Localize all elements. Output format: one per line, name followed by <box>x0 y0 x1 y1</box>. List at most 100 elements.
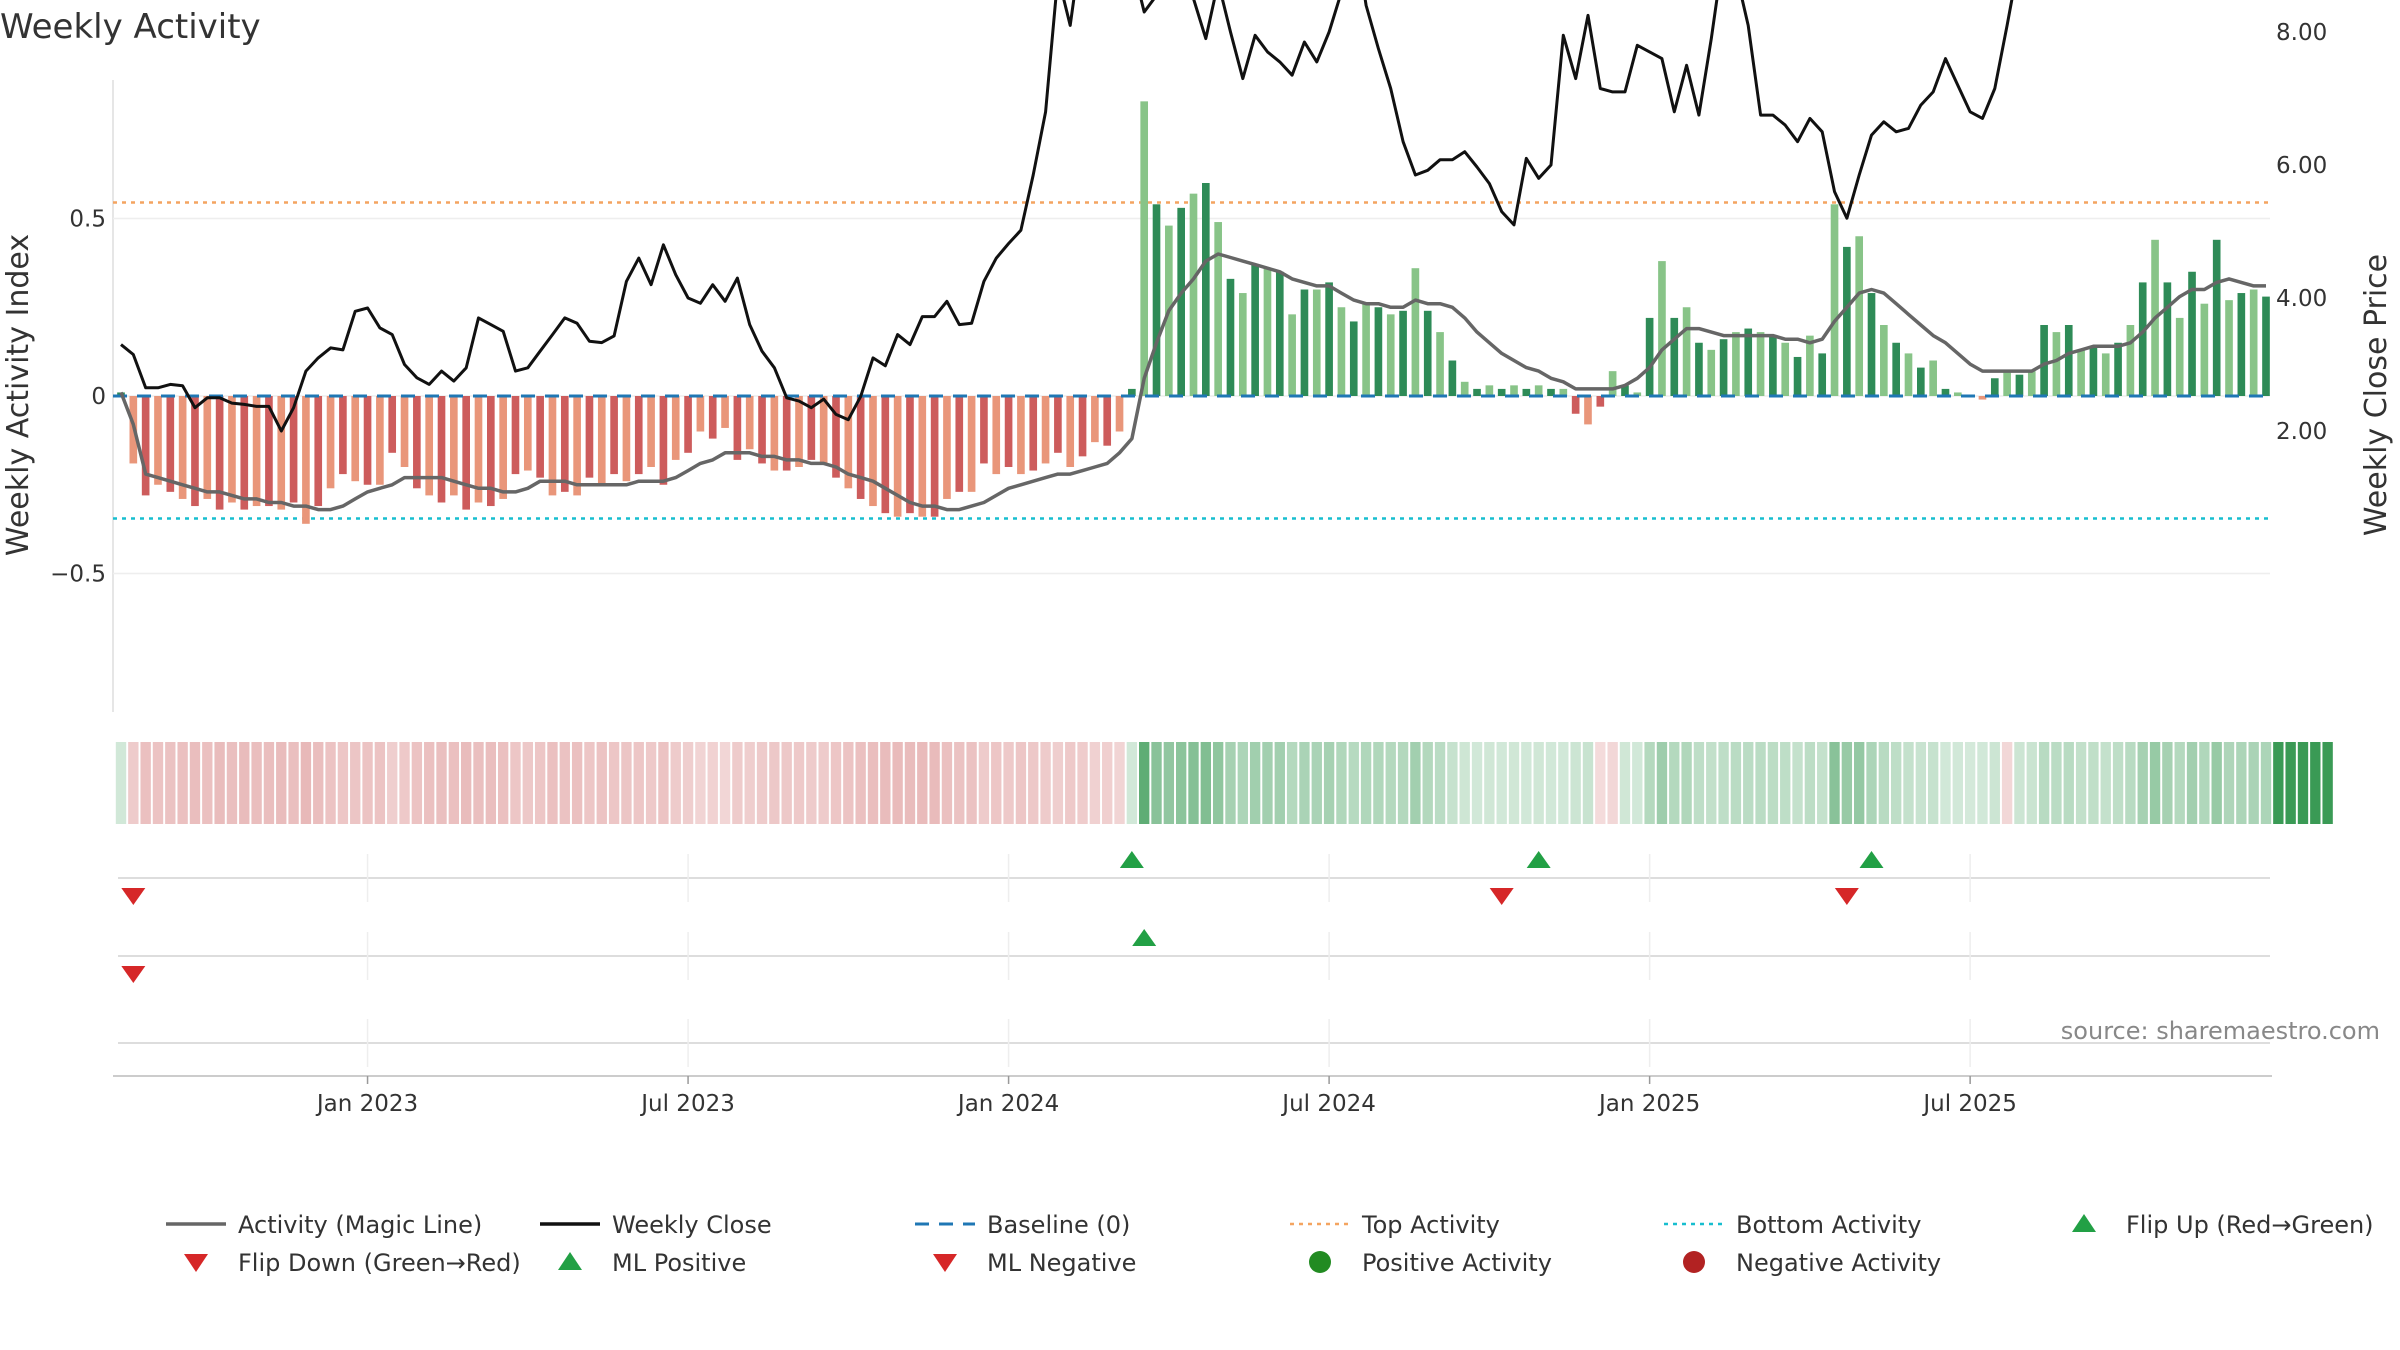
strip-cell <box>1693 742 1705 824</box>
strip-cell <box>2112 742 2124 824</box>
activity-bar <box>893 396 902 517</box>
up-marker <box>1859 851 1884 868</box>
activity-strip <box>115 742 2333 824</box>
activity-bar <box>1251 264 1259 396</box>
strip-cell <box>1804 742 1816 824</box>
strip-cell <box>2075 742 2087 824</box>
activity-bar <box>499 396 507 499</box>
activity-bar <box>191 396 199 507</box>
strip-cell <box>1028 742 1039 824</box>
activity-bar <box>1781 342 1790 396</box>
activity-bar <box>573 396 581 496</box>
strip-cell <box>1841 742 1853 824</box>
activity-bar <box>1880 325 1888 396</box>
strip-cell <box>436 742 447 824</box>
activity-bar <box>881 396 890 514</box>
strip-cell <box>2285 742 2296 824</box>
up-marker <box>1119 851 1144 868</box>
strip-cell <box>1237 742 1248 824</box>
activity-bar <box>1140 101 1149 396</box>
legend-item: Flip Down (Green→Red) <box>184 1249 521 1277</box>
activity-bar <box>2249 289 2258 396</box>
activity-bar <box>918 396 927 517</box>
left-tick-label: −0.5 <box>50 562 106 588</box>
strip-cell <box>460 742 472 824</box>
activity-bar <box>1103 396 1112 446</box>
strip-cell <box>1743 742 1754 824</box>
legend-label: ML Positive <box>612 1249 746 1277</box>
strip-cell <box>1792 742 1803 824</box>
strip-cell <box>571 742 583 824</box>
activity-bar <box>967 396 976 492</box>
strip-cell <box>177 742 188 824</box>
activity-bar <box>265 396 273 507</box>
activity-bar <box>1867 293 1876 396</box>
strip-cell <box>929 742 940 824</box>
source-note: source: sharemaestro.com <box>2061 1017 2380 1045</box>
activity-bar <box>1608 371 1617 396</box>
strip-cell <box>1755 742 1766 824</box>
activity-bar <box>1448 360 1457 396</box>
strip-cell <box>1780 742 1791 824</box>
main-panel: 0.50−0.510.008.006.004.002.00 <box>50 0 2327 712</box>
strip-cell <box>1890 742 1902 824</box>
activity-bar <box>1275 271 1284 396</box>
strip-cell <box>424 742 435 824</box>
activity-bar <box>413 396 421 489</box>
strip-cell <box>1040 742 1051 824</box>
strip-cell <box>1077 742 1088 824</box>
strip-cell <box>2297 742 2309 824</box>
strip-cell <box>374 742 386 824</box>
activity-bar <box>1707 349 1716 396</box>
activity-bar <box>1152 204 1161 396</box>
strip-cell <box>2038 742 2050 824</box>
strip-cell <box>917 742 928 824</box>
activity-bar <box>1189 193 1198 396</box>
legend: Activity (Magic Line) Weekly Close Baselin… <box>166 1211 2374 1277</box>
activity-bar <box>339 396 347 475</box>
strip-cell <box>1989 742 2000 824</box>
strip-cell <box>1212 742 1224 824</box>
strip-cell <box>2273 742 2284 824</box>
strip-cell <box>2174 742 2185 824</box>
strip-cell <box>251 742 262 824</box>
strip-cell <box>1496 742 1507 824</box>
activity-bar <box>980 396 988 464</box>
right-tick-label: 2.00 <box>2276 419 2327 445</box>
left-tick-label: 0.5 <box>69 207 106 233</box>
strip-cell <box>473 742 484 824</box>
chart-title: Weekly Activity <box>0 7 261 47</box>
activity-bar <box>1226 278 1235 396</box>
strip-cell <box>1385 742 1396 824</box>
strip-cell <box>1422 742 1433 824</box>
activity-bar <box>869 396 877 507</box>
activity-bar <box>1695 342 1703 396</box>
activity-bar <box>634 396 643 475</box>
activity-bar <box>1806 335 1814 396</box>
activity-bar <box>992 396 1001 475</box>
activity-bar <box>844 396 853 489</box>
activity-bar <box>1904 353 1913 396</box>
strip-cell <box>621 742 632 824</box>
activity-bar <box>2200 303 2209 396</box>
strip-cell <box>1484 742 1495 824</box>
strip-cell <box>1114 742 1125 824</box>
strip-cell <box>2001 742 2013 824</box>
strip-cell <box>744 742 755 824</box>
strip-cell <box>1656 742 1668 824</box>
activity-bar <box>1658 261 1666 396</box>
strip-cell <box>399 742 410 824</box>
strip-cell <box>608 742 620 824</box>
strip-cell <box>2199 742 2210 824</box>
strip-cell <box>645 742 657 824</box>
strip-cell <box>2186 742 2198 824</box>
activity-bar <box>2262 296 2270 396</box>
activity-bar <box>1596 396 1605 407</box>
activity-bar <box>1115 396 1124 432</box>
strip-cell <box>2260 742 2272 824</box>
strip-cell <box>1348 742 1359 824</box>
activity-bar <box>1411 268 1420 396</box>
strip-cell <box>263 742 275 824</box>
strip-cell <box>1730 742 1742 824</box>
strip-cell <box>732 742 743 824</box>
